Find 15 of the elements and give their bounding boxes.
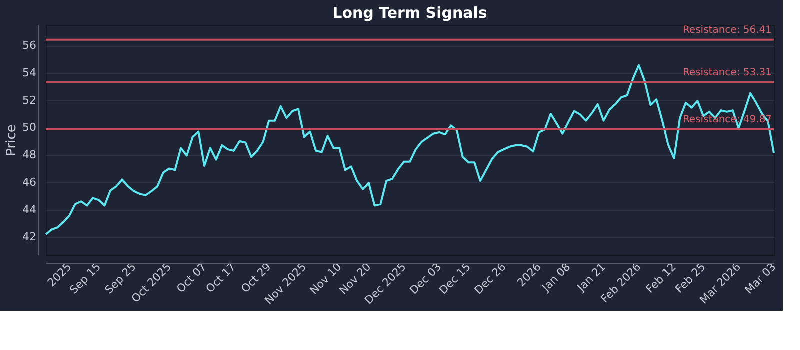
line-series bbox=[45, 64, 775, 236]
x-tick-label: Mar 03 bbox=[742, 260, 779, 297]
y-tick-label: 56 bbox=[22, 39, 36, 52]
y-tick-label: 42 bbox=[22, 230, 36, 244]
y-tick-label: 46 bbox=[22, 176, 36, 189]
x-tick-label: Dec 26 bbox=[472, 260, 509, 298]
y-tick-label: 52 bbox=[22, 94, 36, 107]
y-tick-label: 50 bbox=[22, 121, 36, 134]
ref-line-label: Resistance: 53.31 bbox=[682, 67, 772, 78]
y-tick-label: 54 bbox=[22, 66, 36, 80]
y-tick-label: 44 bbox=[22, 203, 36, 216]
ref-line-label: Resistance: 56.41 bbox=[682, 24, 772, 36]
y-axis-title: Price bbox=[4, 124, 20, 156]
chart-title: Long Term Signals bbox=[332, 4, 488, 22]
y-tick-label: 48 bbox=[22, 148, 36, 162]
